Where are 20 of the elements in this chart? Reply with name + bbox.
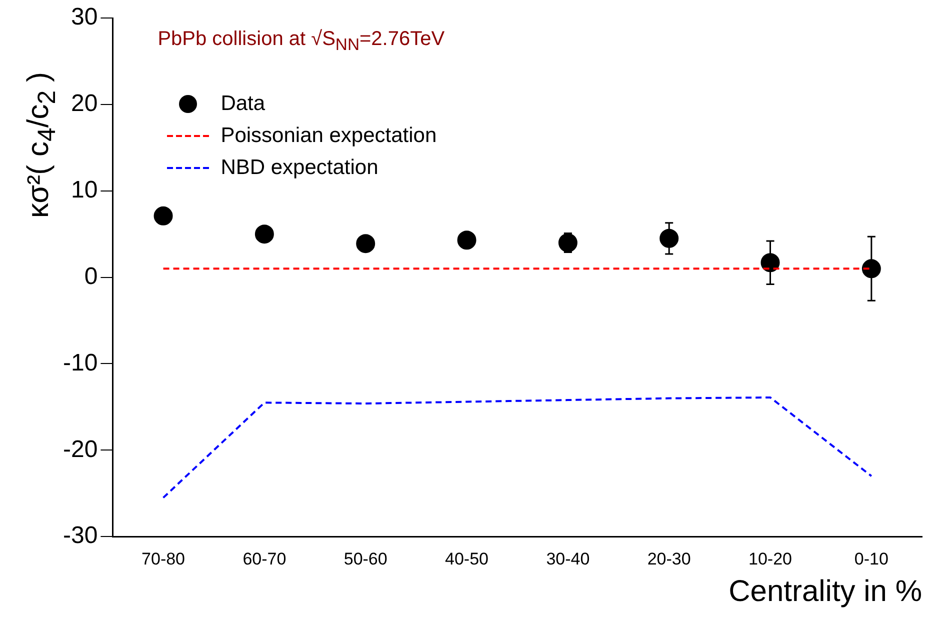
legend-label: NBD expectation xyxy=(220,156,378,180)
y-tick-label: 30 xyxy=(70,4,98,31)
x-tick-label: 40-50 xyxy=(445,549,489,568)
legend-label: Data xyxy=(220,92,266,116)
x-tick-label: 10-20 xyxy=(748,549,792,568)
x-tick-label: 60-70 xyxy=(242,549,286,568)
annotation: PbPb collision at √S$_{NN}$=2.76TeV xyxy=(158,28,445,55)
legend-label: Poissonian expectation xyxy=(220,124,437,148)
x-tick-label: 0-10 xyxy=(854,549,888,568)
y-tick-label: 20 xyxy=(70,90,98,118)
y-tick-label: 0 xyxy=(84,262,98,290)
y-tick-label: -20 xyxy=(63,436,98,463)
x-tick-label: 70-80 xyxy=(142,549,186,568)
x-tick-label: 50-60 xyxy=(344,549,388,568)
x-tick-label: 20-30 xyxy=(647,549,691,568)
x-axis-title: Centrality in % xyxy=(728,574,922,609)
y-tick-label: -10 xyxy=(63,349,98,376)
y-tick-label: -30 xyxy=(63,522,98,550)
x-tick-label: 30-40 xyxy=(546,549,590,568)
y-tick-label: 10 xyxy=(70,176,98,204)
